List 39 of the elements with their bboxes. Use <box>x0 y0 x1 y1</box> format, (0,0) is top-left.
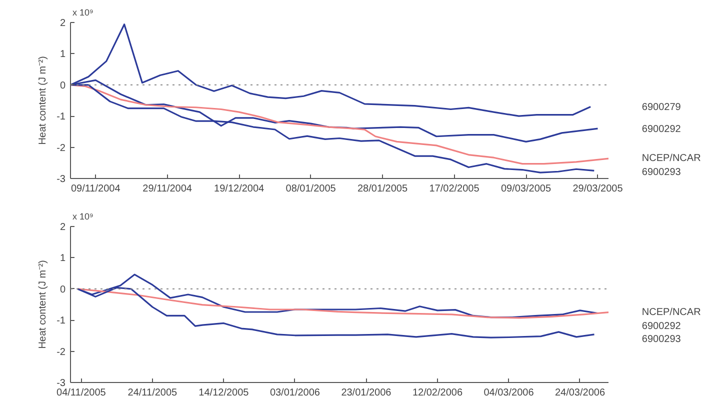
y-tick-label: -2 <box>56 142 66 154</box>
x-tick-label: 24/11/2005 <box>128 388 178 398</box>
y-tick-label: 2 <box>60 18 66 29</box>
y-tick-label: -1 <box>56 316 66 327</box>
y-axis-title: Heat content (J m⁻²) <box>38 260 49 349</box>
y-tick-label: 1 <box>60 49 66 60</box>
text: x 10⁹ <box>72 8 94 18</box>
x-tick-label: 04/11/2005 <box>56 388 106 398</box>
x-tick-label: 14/12/2005 <box>198 388 250 398</box>
text: NCEP/NCAR <box>642 153 701 164</box>
y-tick-label: -2 <box>56 346 66 358</box>
x-tick-label: 09/11/2004 <box>70 184 121 194</box>
x-tick-label: 29/11/2004 <box>142 184 192 194</box>
text: 6900292 <box>642 320 682 332</box>
x-tick-label: 28/01/2005 <box>358 184 408 194</box>
x-tick-label: 08/01/2005 <box>286 184 336 194</box>
x-tick-label: 23/01/2006 <box>341 388 392 398</box>
x-tick-label: 09/03/2005 <box>500 184 552 194</box>
y-tick-label: -3 <box>56 174 66 185</box>
x-tick-label: 19/12/2004 <box>214 184 265 194</box>
x-tick-label: 24/03/2006 <box>554 388 606 398</box>
text: 6900279 <box>642 102 682 114</box>
text: x 10⁹ <box>72 212 94 222</box>
y-tick-label: 2 <box>60 222 66 233</box>
x-tick-label: 03/01/2006 <box>270 388 320 398</box>
text: 6900293 <box>642 167 682 178</box>
y-tick-label: 0 <box>60 284 66 296</box>
text: NCEP/NCAR <box>642 306 701 318</box>
x-tick-label: 04/03/2006 <box>484 388 534 398</box>
x-tick-label: 17/02/2005 <box>429 184 480 194</box>
y-tick-label: -3 <box>56 378 66 389</box>
x-tick-label: 12/02/2006 <box>412 388 463 398</box>
y-tick-label: 1 <box>60 253 66 264</box>
x-tick-label: 29/03/2005 <box>572 184 624 194</box>
y-tick-label: 0 <box>60 80 66 92</box>
y-axis-title: Heat content (J m⁻²) <box>38 56 49 145</box>
text: 6900293 <box>642 334 682 346</box>
text: 6900292 <box>642 124 682 136</box>
y-tick-label: -1 <box>56 112 66 123</box>
